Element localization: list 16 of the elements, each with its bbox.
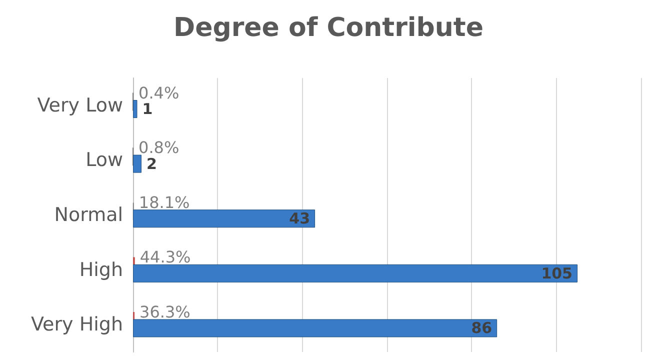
data-label: 44.3% xyxy=(140,248,191,267)
data-label: 43 xyxy=(289,210,310,228)
data-label: 86 xyxy=(471,319,492,338)
chart-title: Degree of Contribute xyxy=(174,13,484,43)
data-label: 36.3% xyxy=(140,302,190,322)
data-label: 18.1% xyxy=(138,192,190,212)
y-tick-label: High xyxy=(79,258,123,281)
y-tick-label: Very Low xyxy=(37,94,123,116)
y-tick-label: Low xyxy=(86,149,123,172)
y-tick-label: Normal xyxy=(54,204,123,226)
data-label: 0.8% xyxy=(138,138,180,158)
data-label: 105 xyxy=(541,264,572,282)
data-label: 2 xyxy=(146,154,157,173)
y-tick-label: Very High xyxy=(31,314,123,336)
data-label: 1 xyxy=(142,100,153,118)
data-label: 0.4% xyxy=(138,83,180,102)
